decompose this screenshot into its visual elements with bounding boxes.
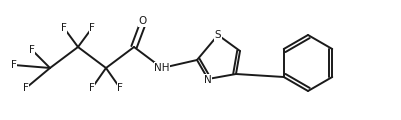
Text: F: F <box>29 45 35 55</box>
Text: O: O <box>138 16 147 26</box>
Text: S: S <box>214 30 221 40</box>
Text: F: F <box>61 23 67 33</box>
Text: NH: NH <box>154 63 169 73</box>
Text: F: F <box>89 23 95 33</box>
Text: F: F <box>117 83 123 93</box>
Text: N: N <box>204 75 211 85</box>
Text: F: F <box>11 60 17 70</box>
Text: F: F <box>23 83 29 93</box>
Text: F: F <box>89 83 95 93</box>
